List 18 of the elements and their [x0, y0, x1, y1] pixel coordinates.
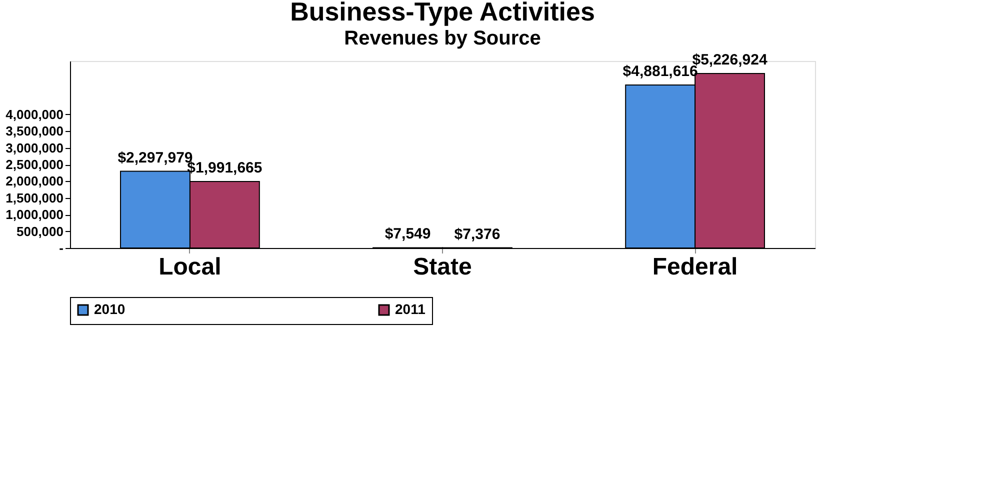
x-tick-label: Local — [158, 254, 222, 280]
y-tick-label: - — [59, 240, 64, 256]
chart-title: Business-Type Activities — [290, 0, 595, 26]
x-tick-label: State — [413, 254, 472, 280]
y-tick-label: 3,500,000 — [6, 124, 64, 139]
legend-label: 2011 — [395, 301, 426, 317]
y-tick-label: 2,500,000 — [6, 157, 64, 172]
y-tick-label: 1,500,000 — [6, 190, 64, 206]
data-label: $7,376 — [454, 226, 500, 243]
y-tick-label: 500,000 — [16, 224, 64, 239]
data-label: $7,549 — [384, 226, 431, 243]
chart-subtitle: Revenues by Source — [344, 27, 541, 50]
y-tick-label: 2,000,000 — [6, 174, 64, 189]
y-tick-label: 3,000,000 — [6, 140, 64, 156]
x-tick-label: Federal — [652, 254, 738, 280]
y-tick-label: 4,000,000 — [6, 106, 64, 122]
y-tick-label: 1,000,000 — [6, 207, 64, 222]
legend-label: 2010 — [94, 301, 126, 317]
